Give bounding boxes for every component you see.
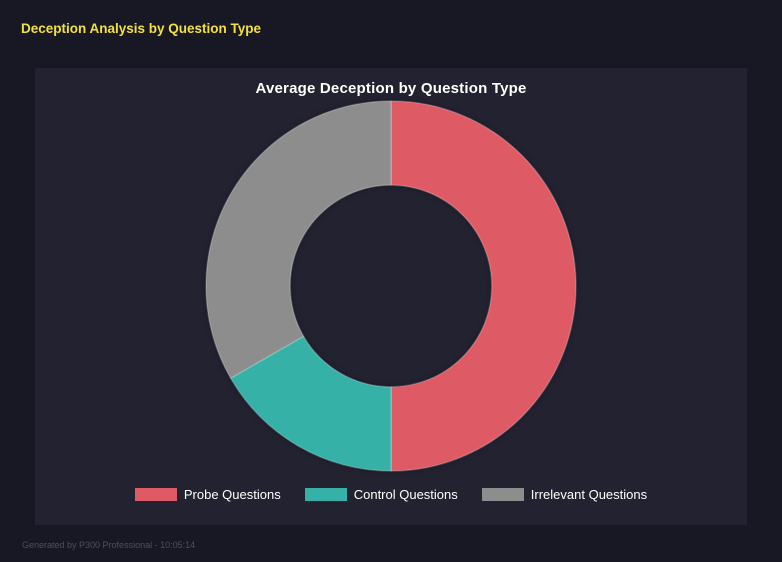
legend-swatch-irrelevant bbox=[481, 488, 524, 501]
legend-label-control: Control Questions bbox=[353, 487, 458, 502]
chart-legend: Probe Questions Control Questions Irrele… bbox=[134, 487, 648, 502]
legend-swatch-probe bbox=[134, 488, 177, 501]
legend-label-irrelevant: Irrelevant Questions bbox=[530, 487, 648, 502]
legend-swatch-control bbox=[304, 488, 347, 501]
donut-segment-1 bbox=[229, 335, 392, 472]
legend-item-probe[interactable]: Probe Questions bbox=[134, 487, 281, 502]
donut-segment-2 bbox=[205, 100, 392, 379]
legend-item-irrelevant[interactable]: Irrelevant Questions bbox=[481, 487, 648, 502]
donut-chart bbox=[205, 100, 577, 472]
footer-note: Generated by P300 Professional - 10:05:1… bbox=[22, 540, 196, 550]
legend-label-probe: Probe Questions bbox=[183, 487, 281, 502]
page-title: Deception Analysis by Question Type bbox=[21, 21, 262, 36]
chart-panel: Average Deception by Question Type Probe… bbox=[35, 68, 747, 525]
legend-item-control[interactable]: Control Questions bbox=[304, 487, 458, 502]
chart-title: Average Deception by Question Type bbox=[255, 80, 527, 97]
donut-chart-area bbox=[191, 97, 591, 475]
donut-segment-0 bbox=[390, 100, 577, 472]
